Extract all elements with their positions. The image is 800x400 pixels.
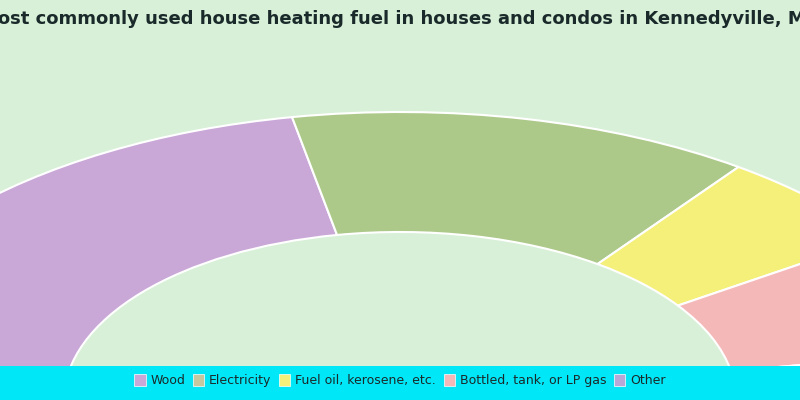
Wedge shape [678,238,800,371]
Legend: Wood, Electricity, Fuel oil, kerosene, etc., Bottled, tank, or LP gas, Other: Wood, Electricity, Fuel oil, kerosene, e… [130,368,670,392]
Bar [0,366,800,400]
Wedge shape [292,112,738,264]
Wedge shape [598,167,800,306]
Wedge shape [731,350,800,400]
Text: Most commonly used house heating fuel in houses and condos in Kennedyville, MD: Most commonly used house heating fuel in… [0,10,800,28]
Wedge shape [0,117,337,400]
